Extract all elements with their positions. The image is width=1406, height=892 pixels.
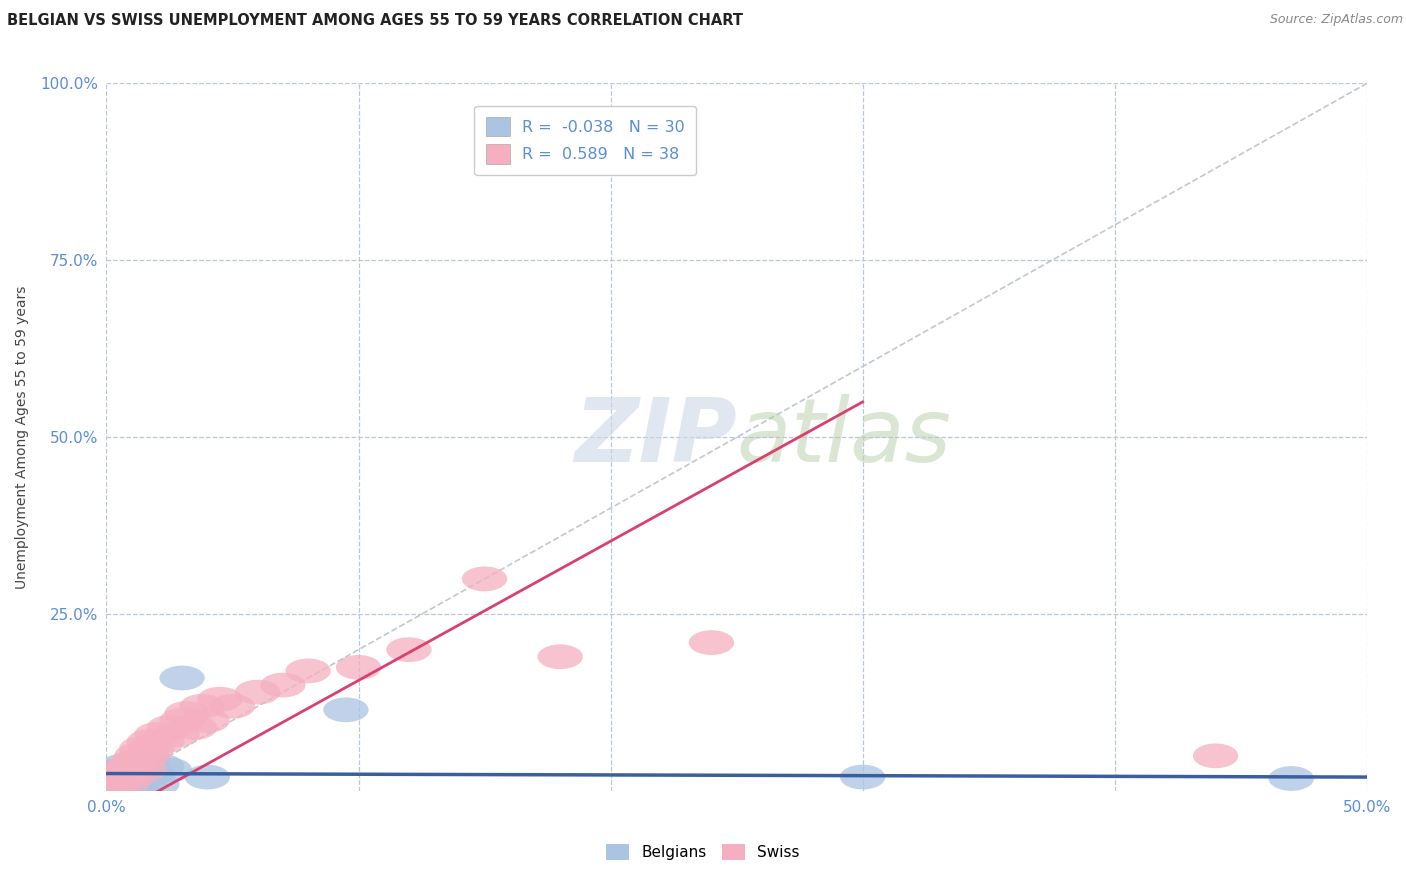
Ellipse shape bbox=[111, 757, 157, 782]
Ellipse shape bbox=[110, 757, 155, 782]
Ellipse shape bbox=[101, 757, 146, 782]
Ellipse shape bbox=[159, 665, 205, 690]
Ellipse shape bbox=[1268, 766, 1313, 791]
Ellipse shape bbox=[97, 757, 142, 782]
Ellipse shape bbox=[537, 644, 583, 669]
Ellipse shape bbox=[121, 772, 167, 797]
Legend: Belgians, Swiss: Belgians, Swiss bbox=[600, 838, 806, 866]
Ellipse shape bbox=[114, 754, 159, 779]
Ellipse shape bbox=[260, 673, 305, 698]
Ellipse shape bbox=[124, 750, 170, 775]
Ellipse shape bbox=[84, 772, 129, 797]
Ellipse shape bbox=[184, 764, 231, 789]
Ellipse shape bbox=[97, 761, 142, 786]
Text: ZIP: ZIP bbox=[574, 394, 737, 481]
Y-axis label: Unemployment Among Ages 55 to 59 years: Unemployment Among Ages 55 to 59 years bbox=[15, 285, 30, 589]
Ellipse shape bbox=[159, 708, 205, 733]
Ellipse shape bbox=[107, 764, 152, 789]
Ellipse shape bbox=[89, 761, 134, 786]
Ellipse shape bbox=[98, 764, 145, 789]
Text: atlas: atlas bbox=[737, 394, 952, 480]
Ellipse shape bbox=[139, 754, 184, 779]
Ellipse shape bbox=[84, 764, 129, 789]
Ellipse shape bbox=[107, 768, 152, 793]
Ellipse shape bbox=[89, 768, 134, 793]
Ellipse shape bbox=[129, 761, 174, 786]
Ellipse shape bbox=[94, 772, 139, 797]
Ellipse shape bbox=[104, 761, 149, 786]
Ellipse shape bbox=[121, 757, 167, 782]
Ellipse shape bbox=[94, 768, 139, 793]
Ellipse shape bbox=[134, 772, 180, 797]
Ellipse shape bbox=[336, 655, 381, 680]
Ellipse shape bbox=[1192, 743, 1239, 768]
Ellipse shape bbox=[120, 737, 165, 761]
Ellipse shape bbox=[117, 750, 162, 775]
Ellipse shape bbox=[134, 723, 180, 747]
Ellipse shape bbox=[129, 737, 174, 761]
Ellipse shape bbox=[117, 750, 162, 775]
Ellipse shape bbox=[839, 764, 886, 789]
Ellipse shape bbox=[139, 730, 184, 754]
Ellipse shape bbox=[180, 694, 225, 719]
Ellipse shape bbox=[285, 658, 330, 683]
Ellipse shape bbox=[101, 764, 146, 789]
Ellipse shape bbox=[155, 723, 200, 747]
Ellipse shape bbox=[209, 694, 254, 719]
Ellipse shape bbox=[98, 754, 145, 779]
Ellipse shape bbox=[124, 743, 170, 768]
Ellipse shape bbox=[111, 761, 157, 786]
Ellipse shape bbox=[121, 757, 167, 782]
Ellipse shape bbox=[91, 764, 136, 789]
Text: Source: ZipAtlas.com: Source: ZipAtlas.com bbox=[1270, 13, 1403, 27]
Ellipse shape bbox=[114, 772, 159, 797]
Ellipse shape bbox=[165, 701, 209, 726]
Ellipse shape bbox=[107, 761, 152, 786]
Ellipse shape bbox=[689, 631, 734, 655]
Legend: R =  -0.038   N = 30, R =  0.589   N = 38: R = -0.038 N = 30, R = 0.589 N = 38 bbox=[474, 105, 696, 175]
Ellipse shape bbox=[127, 757, 172, 782]
Ellipse shape bbox=[197, 687, 243, 712]
Ellipse shape bbox=[104, 757, 149, 782]
Ellipse shape bbox=[98, 764, 145, 789]
Ellipse shape bbox=[184, 708, 231, 733]
Ellipse shape bbox=[146, 757, 193, 782]
Ellipse shape bbox=[387, 637, 432, 662]
Ellipse shape bbox=[146, 715, 193, 739]
Ellipse shape bbox=[110, 750, 155, 775]
Ellipse shape bbox=[323, 698, 368, 723]
Ellipse shape bbox=[235, 680, 280, 705]
Ellipse shape bbox=[127, 730, 172, 754]
Text: BELGIAN VS SWISS UNEMPLOYMENT AMONG AGES 55 TO 59 YEARS CORRELATION CHART: BELGIAN VS SWISS UNEMPLOYMENT AMONG AGES… bbox=[7, 13, 742, 29]
Ellipse shape bbox=[172, 715, 218, 739]
Ellipse shape bbox=[114, 743, 159, 768]
Ellipse shape bbox=[91, 772, 136, 797]
Ellipse shape bbox=[120, 764, 165, 789]
Ellipse shape bbox=[461, 566, 508, 591]
